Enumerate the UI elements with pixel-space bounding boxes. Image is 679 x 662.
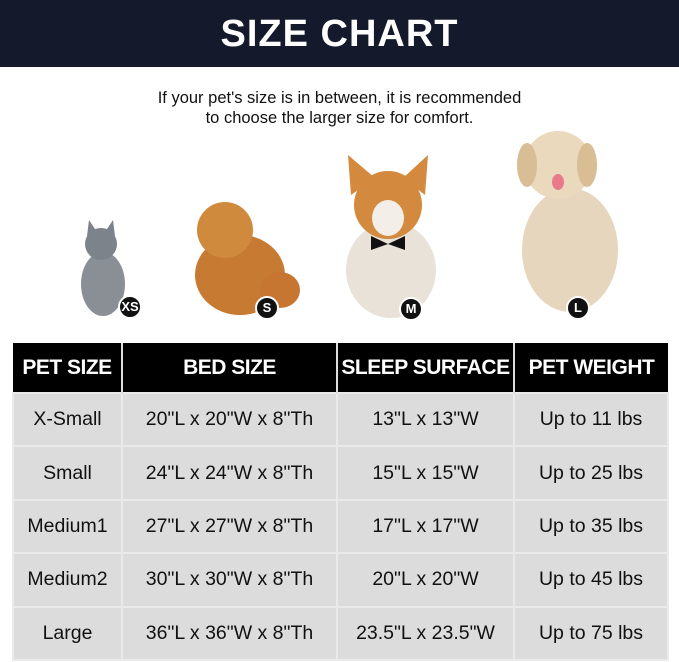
pet-weight-cell: Up to 45 lbs xyxy=(513,552,669,608)
table-header-row: PET SIZE BED SIZE SLEEP SURFACE PET WEIG… xyxy=(13,343,668,393)
corgi-image xyxy=(346,155,436,318)
pet-weight-cell: Up to 25 lbs xyxy=(513,445,669,501)
header-pet-weight: PET WEIGHT xyxy=(514,343,668,393)
size-note: If your pet's size is in between, it is … xyxy=(0,88,679,128)
note-line: If your pet's size is in between, it is … xyxy=(157,89,522,107)
sleep-surface-cell: 20"L x 20"W xyxy=(336,552,515,608)
golden-retriever-image xyxy=(517,131,618,312)
sleep-surface-cell: 15"L x 15"W xyxy=(336,445,515,501)
table-row: X-Small 20"L x 20"W x 8"Th 13"L x 13"W Up t… xyxy=(12,391,669,448)
page-title: SIZE CHART xyxy=(0,0,679,67)
table-row: Large 36"L x 36"W x 8"Th 23.5"L x 23.5"W Up… xyxy=(12,605,669,661)
size-badge-s: S xyxy=(255,296,279,320)
pet-size-cell: X-Small xyxy=(12,391,123,448)
size-badge-m: M xyxy=(399,297,423,321)
note-line: to choose the larger size for comfort. xyxy=(205,109,474,127)
size-badge-xs: XS xyxy=(118,295,142,319)
pet-size-cell: Medium1 xyxy=(12,498,123,555)
table-row: Medium1 27"L x 27"W x 8"Th 17"L x 17"W Up t… xyxy=(12,498,669,555)
bed-size-cell: 36"L x 36"W x 8"Th xyxy=(121,605,338,661)
table-row: Small 24"L x 24"W x 8"Th 15"L x 15"W Up to … xyxy=(12,445,669,501)
cat-image xyxy=(81,220,125,316)
header-pet-size: PET SIZE xyxy=(13,343,123,393)
sleep-surface-cell: 17"L x 17"W xyxy=(336,498,515,555)
header-sleep-surface: SLEEP SURFACE xyxy=(337,343,515,393)
pet-weight-cell: Up to 35 lbs xyxy=(513,498,669,555)
sleep-surface-cell: 13"L x 13"W xyxy=(336,391,515,448)
size-badge-l: L xyxy=(566,296,590,320)
bed-size-cell: 30"L x 30"W x 8"Th xyxy=(121,552,338,608)
pomeranian-image xyxy=(195,202,300,315)
pet-size-cell: Small xyxy=(12,445,123,501)
bed-size-cell: 20"L x 20"W x 8"Th xyxy=(121,391,338,448)
bed-size-cell: 24"L x 24"W x 8"Th xyxy=(121,445,338,501)
sleep-surface-cell: 23.5"L x 23.5"W xyxy=(336,605,515,661)
table-row: Medium2 30"L x 30"W x 8"Th 20"L x 20"W Up t… xyxy=(12,552,669,608)
size-chart-table: PET SIZE BED SIZE SLEEP SURFACE PET WEIG… xyxy=(12,343,669,661)
pet-size-cell: Medium2 xyxy=(12,552,123,608)
pet-weight-cell: Up to 75 lbs xyxy=(513,605,669,661)
bed-size-cell: 27"L x 27"W x 8"Th xyxy=(121,498,338,555)
pet-weight-cell: Up to 11 lbs xyxy=(513,391,669,448)
pet-size-cell: Large xyxy=(12,605,123,661)
header-bed-size: BED SIZE xyxy=(122,343,338,393)
